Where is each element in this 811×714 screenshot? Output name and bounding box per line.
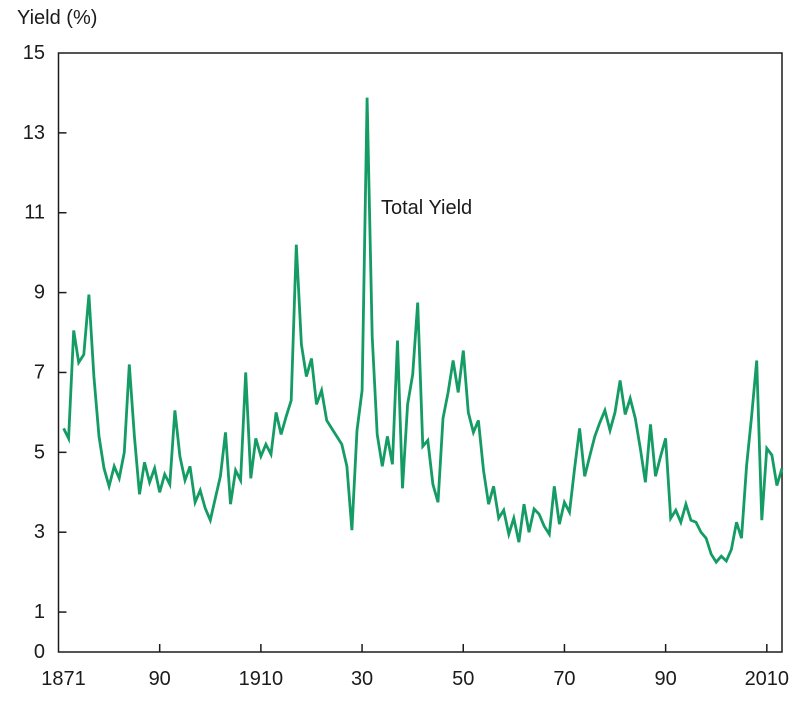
plot-border	[57, 52, 783, 653]
x-tick-label: 1910	[239, 668, 284, 690]
y-tick-label: 7	[34, 361, 45, 383]
x-tick-label: 90	[149, 668, 171, 690]
y-tick-label: 13	[23, 122, 45, 144]
y-tick-label: 11	[24, 202, 45, 224]
x-tick-label: 70	[553, 668, 575, 690]
y-tick-label: 9	[34, 282, 45, 304]
y-tick-label: 5	[34, 441, 45, 463]
series-annotation: Total Yield	[381, 197, 472, 219]
x-tick-label: 2010	[745, 668, 790, 690]
y-axis-ticks: 15 13 11 9 7 5 3 1 0	[23, 42, 67, 663]
y-axis-title: Yield (%)	[17, 7, 97, 29]
x-tick-label: 1871	[41, 668, 86, 690]
x-axis-ticks: 1871 90 1910 30 50 70 90 2010	[41, 644, 789, 690]
y-tick-label: 3	[34, 521, 45, 543]
x-tick-label: 30	[351, 668, 373, 690]
x-tick-label: 90	[655, 668, 677, 690]
y-tick-label: 15	[23, 42, 45, 64]
x-tick-label: 50	[452, 668, 474, 690]
y-tick-label: 1	[34, 601, 45, 623]
y-tick-label: 0	[34, 641, 45, 663]
total-yield-line	[62, 97, 784, 565]
